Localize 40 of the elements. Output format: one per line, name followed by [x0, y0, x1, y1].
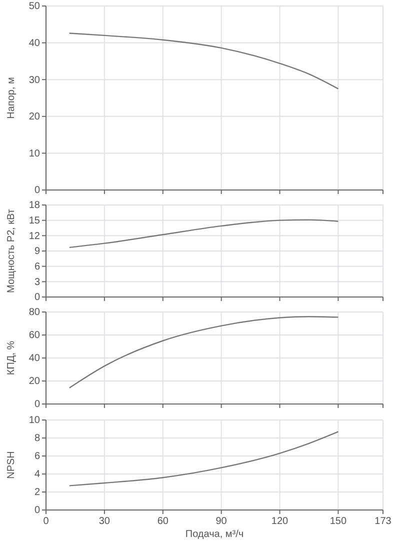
- x-tick-label: 90: [216, 516, 228, 527]
- y-tick-label: 0: [34, 505, 40, 516]
- y-tick-label: 6: [34, 451, 40, 462]
- line-series: [68, 431, 339, 486]
- y-tick-label: 6: [34, 262, 40, 273]
- y-tick-label: 20: [28, 112, 40, 123]
- y-tick-label: 2: [34, 487, 40, 498]
- y-tick-label: 80: [28, 307, 40, 318]
- y-tick-label: 20: [28, 376, 40, 388]
- y-tick-label: 3: [34, 276, 40, 288]
- y-axis-title: NPSH: [6, 451, 17, 479]
- y-tick-label: 15: [28, 216, 40, 227]
- y-axis-title: Напор, м: [6, 77, 17, 119]
- y-tick-label: 4: [34, 469, 40, 480]
- line-series: [68, 219, 339, 248]
- y-tick-label: 40: [28, 353, 40, 364]
- y-tick-label: 50: [28, 1, 40, 12]
- y-tick-label: 10: [28, 148, 40, 160]
- line-series: [68, 32, 339, 90]
- x-tick-label: 173: [374, 516, 392, 527]
- x-axis-title: Подача, м³/ч: [185, 529, 244, 540]
- x-tick-label: 120: [271, 516, 289, 527]
- line-series: [68, 316, 339, 388]
- x-tick-label: 60: [157, 516, 169, 527]
- y-tick-label: 12: [28, 230, 40, 242]
- y-axis-title: Мощность P2, кВт: [6, 208, 17, 293]
- y-tick-label: 0: [34, 185, 40, 196]
- x-tick-label: 150: [330, 516, 347, 527]
- y-axis-title: КПД, %: [6, 340, 17, 376]
- x-tick-label: 0: [43, 516, 50, 527]
- y-tick-label: 60: [28, 330, 40, 342]
- y-tick-label: 30: [28, 74, 40, 86]
- y-tick-label: 10: [28, 415, 40, 426]
- x-tick-label: 30: [98, 516, 110, 527]
- y-tick-label: 40: [28, 38, 40, 49]
- y-tick-label: 18: [28, 200, 40, 212]
- y-tick-label: 9: [34, 246, 40, 258]
- y-tick-label: 8: [34, 433, 40, 444]
- y-tick-label: 0: [34, 292, 40, 304]
- y-tick-label: 0: [34, 399, 40, 410]
